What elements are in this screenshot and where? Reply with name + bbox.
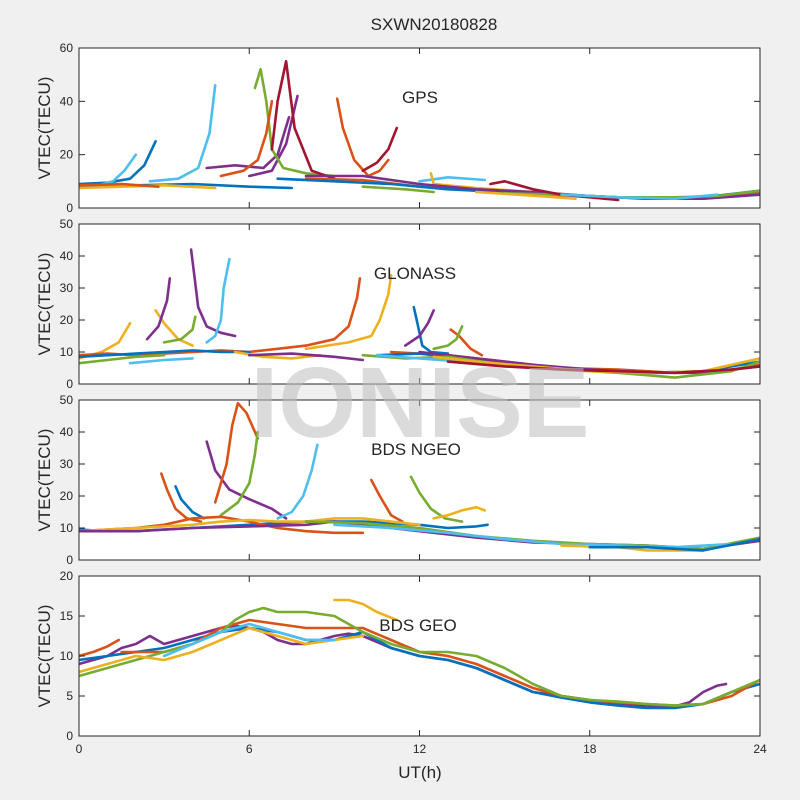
series-line-2	[154, 309, 194, 347]
y-tick-label: 50	[60, 393, 74, 407]
series-line-15	[79, 353, 166, 365]
series-line-9	[432, 505, 487, 520]
panel-2: 0 10 20 30 40 50 GLONASS VTEC(TECU)	[35, 217, 761, 391]
y-tick-label: 20	[60, 313, 74, 327]
series-line-1	[79, 638, 120, 658]
watermark: IONISE	[251, 347, 590, 459]
series-line-3	[79, 624, 728, 708]
y-tick-label: 15	[60, 609, 74, 623]
x-tick-label: 24	[753, 742, 767, 756]
y-tick-label: 30	[60, 457, 74, 471]
series-line-18	[248, 352, 365, 362]
y-tick-label: 40	[60, 94, 74, 108]
series-line-9	[412, 305, 450, 355]
y-axis-label: VTEC(TECU)	[35, 253, 54, 356]
series-line-5	[248, 94, 299, 178]
plot-area	[79, 400, 760, 560]
series-line-12	[432, 325, 464, 351]
y-axis-label: VTEC(TECU)	[35, 605, 54, 708]
y-tick-label: 40	[60, 249, 74, 263]
series-line-2	[174, 485, 206, 520]
series-line-13	[79, 182, 160, 188]
series-line-14	[361, 185, 436, 194]
y-tick-label: 20	[60, 569, 74, 583]
series-group	[79, 401, 760, 552]
series-group	[79, 59, 760, 202]
y-tick-label: 60	[60, 41, 74, 55]
y-tick-label: 40	[60, 425, 74, 439]
series-line-15	[418, 176, 487, 183]
y-tick-label: 5	[66, 689, 73, 703]
series-line-7	[79, 626, 365, 674]
y-tick-label: 50	[60, 217, 74, 231]
series-line-10	[361, 126, 399, 172]
series-line-4	[213, 401, 260, 504]
series-line-17	[588, 537, 760, 552]
series-line-23	[560, 193, 719, 200]
series-line-25	[446, 360, 760, 375]
y-tick-label: 0	[66, 729, 73, 743]
x-axis-label: UT(h)	[398, 763, 441, 782]
panel-label: BDS GEO	[379, 616, 456, 635]
series-line-6	[205, 257, 231, 344]
series-line-9	[335, 97, 390, 178]
panel-label: GPS	[402, 88, 438, 107]
panel-1: 0 20 40 60 GPS VTEC(TECU)	[35, 41, 761, 215]
y-tick-label: 20	[60, 148, 74, 162]
series-line-3	[148, 84, 217, 183]
series-line-15	[333, 523, 733, 549]
x-tick-label: 18	[583, 742, 597, 756]
y-tick-label: 0	[66, 377, 73, 391]
x-tick-label: 6	[246, 742, 253, 756]
series-line-4	[79, 626, 760, 710]
x-tick-label: 0	[76, 742, 83, 756]
y-axis-label: VTEC(TECU)	[35, 429, 54, 532]
series-group	[79, 248, 760, 379]
series-line-2	[333, 598, 399, 622]
series-line-8	[304, 273, 393, 351]
panel-label: GLONASS	[374, 264, 456, 283]
series-line-16	[128, 357, 194, 365]
y-tick-label: 20	[60, 489, 74, 503]
figure-title: SXWN20180828	[371, 15, 498, 34]
y-tick-label: 10	[60, 649, 74, 663]
series-line-8	[409, 475, 464, 523]
y-tick-label: 0	[66, 201, 73, 215]
series-line-11	[449, 328, 484, 357]
x-tick-label: 12	[413, 742, 427, 756]
series-line-8	[162, 622, 336, 658]
y-axis-label: VTEC(TECU)	[35, 77, 54, 180]
series-line-4	[162, 315, 197, 344]
series-line-4	[205, 116, 291, 170]
series-line-21	[489, 180, 620, 202]
panel-label: BDS NGEO	[371, 440, 461, 459]
series-line-5	[189, 248, 237, 338]
series-line-1	[79, 140, 157, 186]
y-tick-label: 10	[60, 521, 74, 535]
series-line-8	[270, 59, 336, 180]
series-line-12	[79, 517, 421, 533]
series-line-3	[145, 277, 172, 341]
series-line-3	[205, 440, 288, 520]
series-line-6	[276, 443, 319, 520]
series-line-7	[304, 277, 362, 347]
y-tick-label: 30	[60, 281, 74, 295]
series-line-5	[219, 430, 260, 517]
y-tick-label: 10	[60, 345, 74, 359]
panel-3: 0 10 20 30 40 50 BDS NGEO VTEC(TECU)	[35, 393, 761, 567]
series-line-7	[219, 100, 274, 178]
y-tick-label: 0	[66, 553, 73, 567]
series-line-7	[369, 478, 404, 523]
series-line-10	[403, 309, 436, 347]
panel-4: 0 5 10 15 20 0 6 12 18 24 BDS GEO VTEC(TECU)	[35, 569, 767, 756]
series-line-22	[474, 190, 577, 200]
series-group	[79, 598, 760, 710]
axes-layer: 0204060GPSVTEC(TECU)01020304050GLONASSVT…	[35, 41, 767, 756]
series-line-14	[79, 349, 251, 359]
